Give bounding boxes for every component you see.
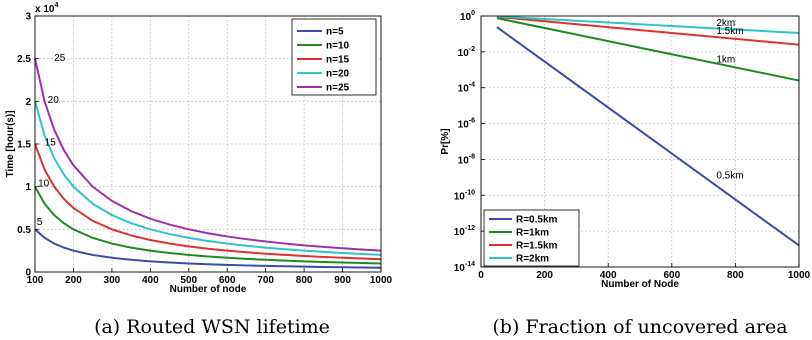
chart-a-caption: (a) Routed WSN lifetime: [94, 316, 330, 338]
chart-a-xlabel: Number of node: [170, 284, 247, 295]
chart-b-lines: [496, 15, 800, 247]
chart-a-ytick-label: 2: [25, 97, 31, 108]
chart-b-ytick-label: 10-12: [454, 225, 475, 238]
chart-b-xticks: 0 200 400 600 800 1000: [478, 263, 811, 281]
chart-a-legend-label: n=20: [326, 69, 350, 80]
chart-a-legend: n=5 n=10 n=15 n=20 n=25: [291, 18, 377, 96]
chart-a-series-n=15: [34, 143, 382, 261]
chart-b-legend: R=0.5km R=1km R=1.5km R=2km: [483, 209, 580, 267]
chart-a-series-n=25: [34, 58, 382, 252]
chart-a-xtick-label: 300: [104, 275, 121, 286]
chart-a-exponent-power: 4: [54, 2, 58, 9]
chart-b-xlabel: Number of Node: [601, 279, 679, 290]
chart-b-annotation: 0.5km: [716, 170, 743, 181]
chart-a-legend-label: n=10: [326, 41, 350, 52]
chart-b-ytick-label: 100: [460, 10, 475, 23]
chart-a-xtick-label: 700: [257, 275, 274, 286]
chart-b-ytick-label: 10-10: [454, 189, 475, 202]
chart-a-xtick-label: 400: [142, 275, 159, 286]
chart-b-xtick-label: 600: [663, 270, 680, 281]
chart-b-ytick-label: 10-6: [458, 118, 475, 131]
chart-a-legend-label: n=15: [326, 55, 350, 66]
chart-a-exponent: x 104: [35, 2, 58, 15]
chart-a-annotation: 5: [37, 217, 43, 228]
chart-lifetime: 100 200 300 400 500 600 700 800 900 1000 0 0.5 1 1.5…: [5, 2, 393, 338]
chart-a-series-n=5: [34, 228, 382, 269]
chart-a-xtick-label: 600: [219, 275, 236, 286]
chart-b-series-R=1km: [496, 17, 800, 82]
chart-a-ytick-label: 0: [25, 268, 31, 279]
chart-b-legend-label: R=2km: [516, 254, 549, 265]
chart-b-series-R=1.5km: [496, 15, 800, 46]
chart-a-annotation: 25: [54, 53, 66, 64]
chart-a-series-n=10: [34, 186, 382, 265]
chart-b-annotation: 1.5km: [716, 26, 743, 37]
chart-a-annotation: 10: [38, 179, 50, 190]
chart-b-xtick-label: 0: [478, 270, 484, 281]
chart-a-xtick-label: 800: [296, 275, 313, 286]
chart-a-ylabel: Time [hour(s)]: [5, 110, 16, 177]
chart-b-ytick-label: 10-2: [458, 46, 475, 59]
chart-a-xtick-label: 100: [27, 275, 44, 286]
chart-b-frame: [480, 15, 800, 268]
chart-a-lines: [34, 58, 382, 269]
chart-a-legend-label: n=5: [326, 27, 344, 38]
chart-a-ytick-label: 0.5: [17, 225, 31, 236]
chart-a-xtick-label: 900: [334, 275, 351, 286]
chart-b-series-R=0.5km: [496, 26, 800, 247]
chart-b-ytick-label: 10-14: [454, 261, 475, 274]
chart-uncovered: 0 200 400 600 800 1000 100 10-2 10-4 10-6 10-8 10-…: [440, 10, 811, 338]
chart-b-legend-label: R=1km: [516, 228, 549, 239]
chart-a-yticks: 0 0.5 1 1.5 2 2.5 3: [17, 12, 39, 279]
chart-b-series-R=2km: [496, 15, 800, 35]
chart-b-annotation: 1km: [716, 55, 735, 66]
chart-a-xtick-label: 1000: [370, 275, 393, 286]
chart-a-ytick-label: 2.5: [17, 54, 31, 65]
chart-a-xticks: 100 200 300 400 500 600 700 800 900 1000: [27, 268, 393, 286]
chart-a-annotations: 5 10 15 20 25: [37, 53, 66, 228]
chart-a-ytick-label: 1: [25, 182, 31, 193]
chart-b-xtick-label: 1000: [788, 270, 811, 281]
chart-b-xtick-label: 400: [600, 270, 617, 281]
chart-b-yticks: 100 10-2 10-4 10-6 10-8 10-10 10-12 10-14: [454, 10, 485, 274]
chart-a-ytick-label: 1.5: [17, 140, 31, 151]
chart-b-xtick-label: 800: [727, 270, 744, 281]
chart-b-ytick-label: 10-8: [458, 153, 475, 166]
chart-a-xtick-label: 500: [180, 275, 197, 286]
chart-a-ytick-label: 3: [25, 12, 31, 23]
chart-b-annotation: 2km: [716, 18, 735, 29]
chart-b-caption: (b) Fraction of uncovered area: [492, 316, 787, 338]
chart-b-legend-label: R=0.5km: [516, 215, 558, 226]
chart-a-exponent-base: x 10: [35, 4, 55, 15]
chart-b-xtick-label: 200: [536, 270, 553, 281]
chart-b-ylabel: Pr[%]: [440, 128, 451, 154]
chart-b-ytick-label: 10-4: [458, 82, 475, 95]
chart-a-annotation: 15: [45, 138, 57, 149]
chart-a-xtick-label: 200: [65, 275, 82, 286]
chart-b-legend-label: R=1.5km: [516, 241, 558, 252]
chart-a-legend-label: n=25: [326, 83, 350, 94]
chart-a-annotation: 20: [48, 95, 60, 106]
chart-a-series-n=20: [34, 101, 382, 256]
